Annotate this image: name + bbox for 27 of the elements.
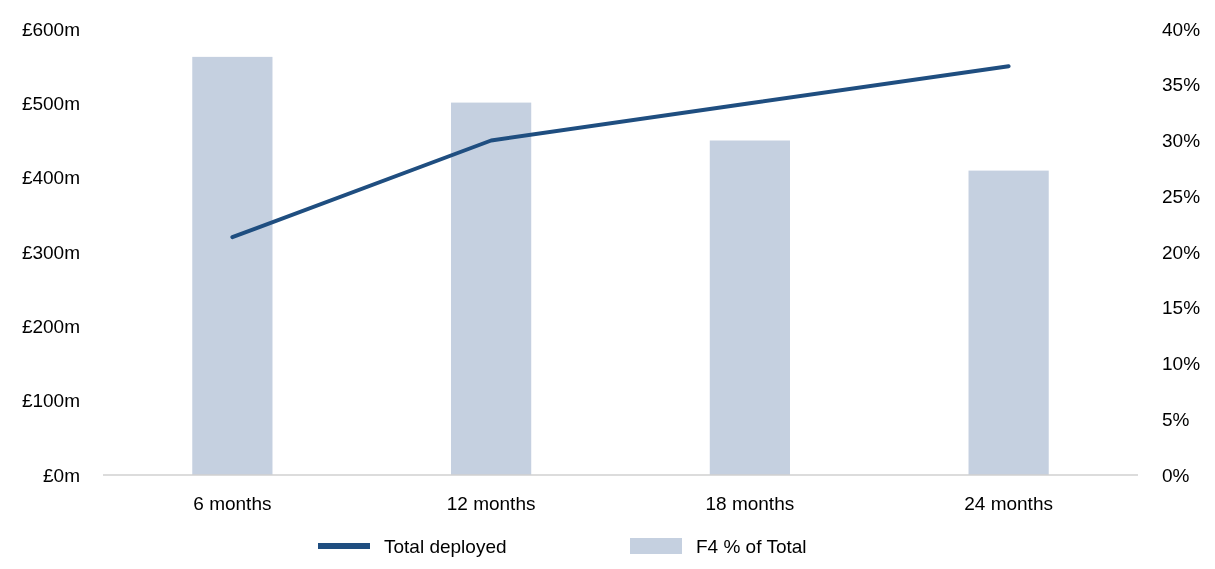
y2-tick-label: 35% xyxy=(1162,74,1201,96)
x-tick-label: 6 months xyxy=(193,492,272,514)
y2-tick-label: 5% xyxy=(1162,408,1190,430)
bar xyxy=(968,170,1049,475)
y-tick-label: £300m xyxy=(21,241,80,263)
y2-tick-label: 15% xyxy=(1162,297,1201,319)
bar xyxy=(451,102,532,475)
y-tick-label: £200m xyxy=(21,315,80,337)
y-tick-label: £100m xyxy=(21,390,80,412)
bar xyxy=(192,56,273,475)
x-tick-label: 12 months xyxy=(446,492,536,514)
y2-tick-label: 40% xyxy=(1162,18,1201,40)
legend-label: F4 % of Total xyxy=(696,535,807,557)
line-series xyxy=(230,64,1011,240)
y-tick-label: £400m xyxy=(21,167,80,189)
y2-tick-label: 30% xyxy=(1162,130,1201,152)
y-tick-label: £600m xyxy=(21,18,80,40)
y2-tick-label: 10% xyxy=(1162,353,1201,375)
y-tick-label: £0m xyxy=(43,464,80,486)
legend-label: Total deployed xyxy=(384,535,507,557)
x-tick-label: 24 months xyxy=(964,492,1053,514)
x-tick-label: 18 months xyxy=(705,492,795,514)
y2-tick-label: 0% xyxy=(1162,464,1190,486)
y2-tick-label: 20% xyxy=(1162,241,1201,263)
y-tick-label: £500m xyxy=(21,92,80,114)
y2-tick-label: 25% xyxy=(1162,185,1201,207)
bar xyxy=(709,140,790,475)
